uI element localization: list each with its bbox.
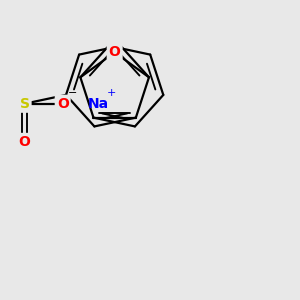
Text: S: S [20,97,29,111]
Text: +: + [107,88,116,98]
Text: O: O [109,45,121,59]
Text: O: O [19,135,31,149]
Text: O: O [57,97,69,111]
Text: Na: Na [88,97,109,111]
Text: −: − [68,88,77,98]
